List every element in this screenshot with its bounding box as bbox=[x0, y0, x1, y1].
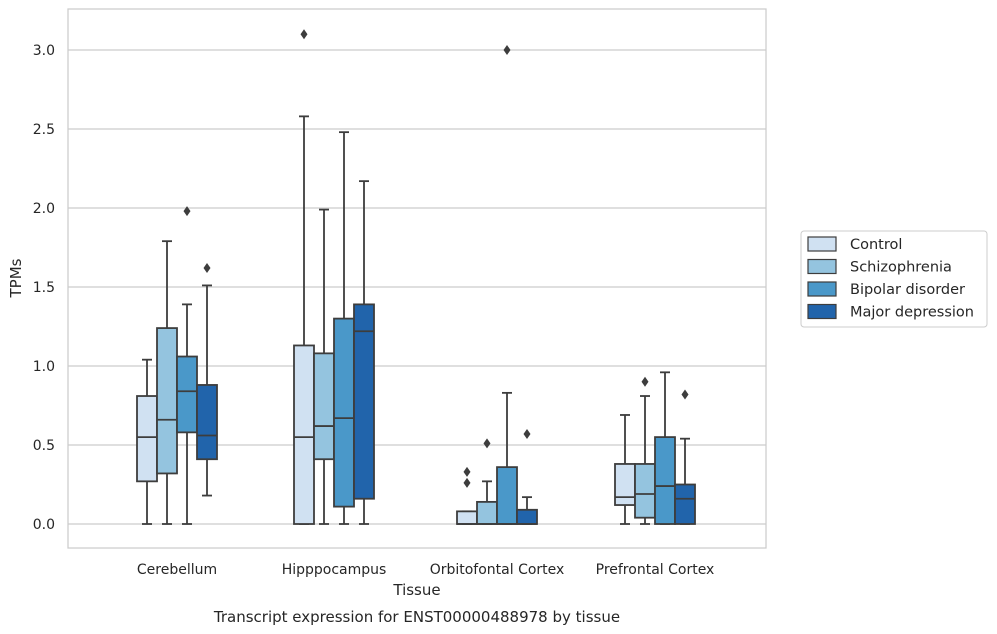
plot-frame bbox=[67, 8, 767, 549]
legend-swatch bbox=[807, 303, 837, 320]
y-tick-label: 0.0 bbox=[33, 517, 55, 533]
y-tick-label: 0.5 bbox=[33, 438, 55, 454]
box-body bbox=[293, 344, 315, 525]
x-tick-label: Orbitofontal Cortex bbox=[430, 562, 565, 578]
y-tick-labels: 0.0 0.5 1.0 1.5 2.0 2.5 3.0 bbox=[33, 43, 55, 533]
legend-label: Schizophrenia bbox=[850, 260, 952, 276]
box-schizophrenia bbox=[476, 438, 498, 525]
legend-swatch bbox=[807, 281, 837, 297]
box-control bbox=[456, 466, 478, 525]
legend-swatch bbox=[807, 258, 837, 275]
x-tick-label: Cerebellum bbox=[137, 562, 217, 578]
legend-label: Control bbox=[850, 237, 902, 253]
box-major-depression bbox=[353, 180, 375, 525]
box-body bbox=[496, 466, 518, 525]
outlier-point bbox=[203, 263, 211, 274]
outlier-point bbox=[463, 477, 471, 488]
outlier-point bbox=[523, 428, 531, 439]
box-schizophrenia bbox=[634, 376, 656, 525]
box-body bbox=[516, 508, 538, 525]
box-major-depression bbox=[196, 263, 218, 497]
y-tick-label: 1.0 bbox=[33, 359, 55, 375]
chart-title: Transcript expression for ENST0000048897… bbox=[213, 608, 620, 626]
box-control bbox=[614, 414, 636, 525]
x-tick-label: Prefrontal Cortex bbox=[596, 562, 715, 578]
box-bipolar-disorder bbox=[176, 206, 198, 525]
outlier-point bbox=[483, 438, 491, 449]
y-tick-label: 2.0 bbox=[33, 201, 55, 217]
legend-frame bbox=[800, 230, 988, 328]
legend-label: Major depression bbox=[850, 305, 974, 321]
box-body bbox=[456, 510, 478, 525]
box-bipolar-disorder bbox=[333, 131, 355, 525]
outlier-point bbox=[183, 206, 191, 217]
outlier-point bbox=[300, 29, 308, 40]
outlier-point bbox=[503, 45, 511, 55]
box-major-depression bbox=[516, 428, 538, 525]
legend-label: Bipolar disorder bbox=[850, 282, 965, 298]
x-tick-labels: Cerebellum Hipppocampus Orbitofontal Corte… bbox=[137, 562, 714, 578]
box-body bbox=[136, 395, 158, 483]
box-bipolar-disorder bbox=[654, 371, 676, 525]
box-body bbox=[634, 463, 656, 519]
box-bipolar-disorder bbox=[496, 45, 518, 525]
box-body bbox=[333, 317, 355, 508]
outlier-point bbox=[681, 389, 689, 400]
box-schizophrenia bbox=[313, 208, 335, 525]
outlier-point bbox=[641, 376, 649, 387]
legend-swatch bbox=[807, 236, 837, 252]
plot-boxes bbox=[136, 29, 696, 525]
box-body bbox=[476, 500, 498, 525]
box-schizophrenia bbox=[156, 240, 178, 525]
box-control bbox=[136, 358, 158, 525]
box-body bbox=[176, 355, 198, 434]
legend: Control Schizophrenia Bipolar disorder Majo… bbox=[800, 230, 988, 328]
y-tick-label: 3.0 bbox=[33, 43, 55, 59]
box-body bbox=[196, 384, 218, 461]
y-tick-label: 1.5 bbox=[33, 280, 55, 296]
box-body bbox=[674, 483, 696, 525]
x-axis-label: Tissue bbox=[392, 581, 440, 599]
x-tick-label: Hipppocampus bbox=[282, 562, 387, 578]
box-body bbox=[654, 436, 676, 525]
box-body bbox=[156, 327, 178, 475]
outlier-point bbox=[463, 466, 471, 477]
box-body bbox=[614, 463, 636, 506]
box-major-depression bbox=[674, 389, 696, 525]
box-body bbox=[313, 352, 335, 461]
y-axis-label: TPMs bbox=[7, 258, 25, 298]
y-tick-label: 2.5 bbox=[33, 122, 55, 138]
box-control bbox=[293, 29, 315, 525]
box-body bbox=[353, 303, 375, 500]
